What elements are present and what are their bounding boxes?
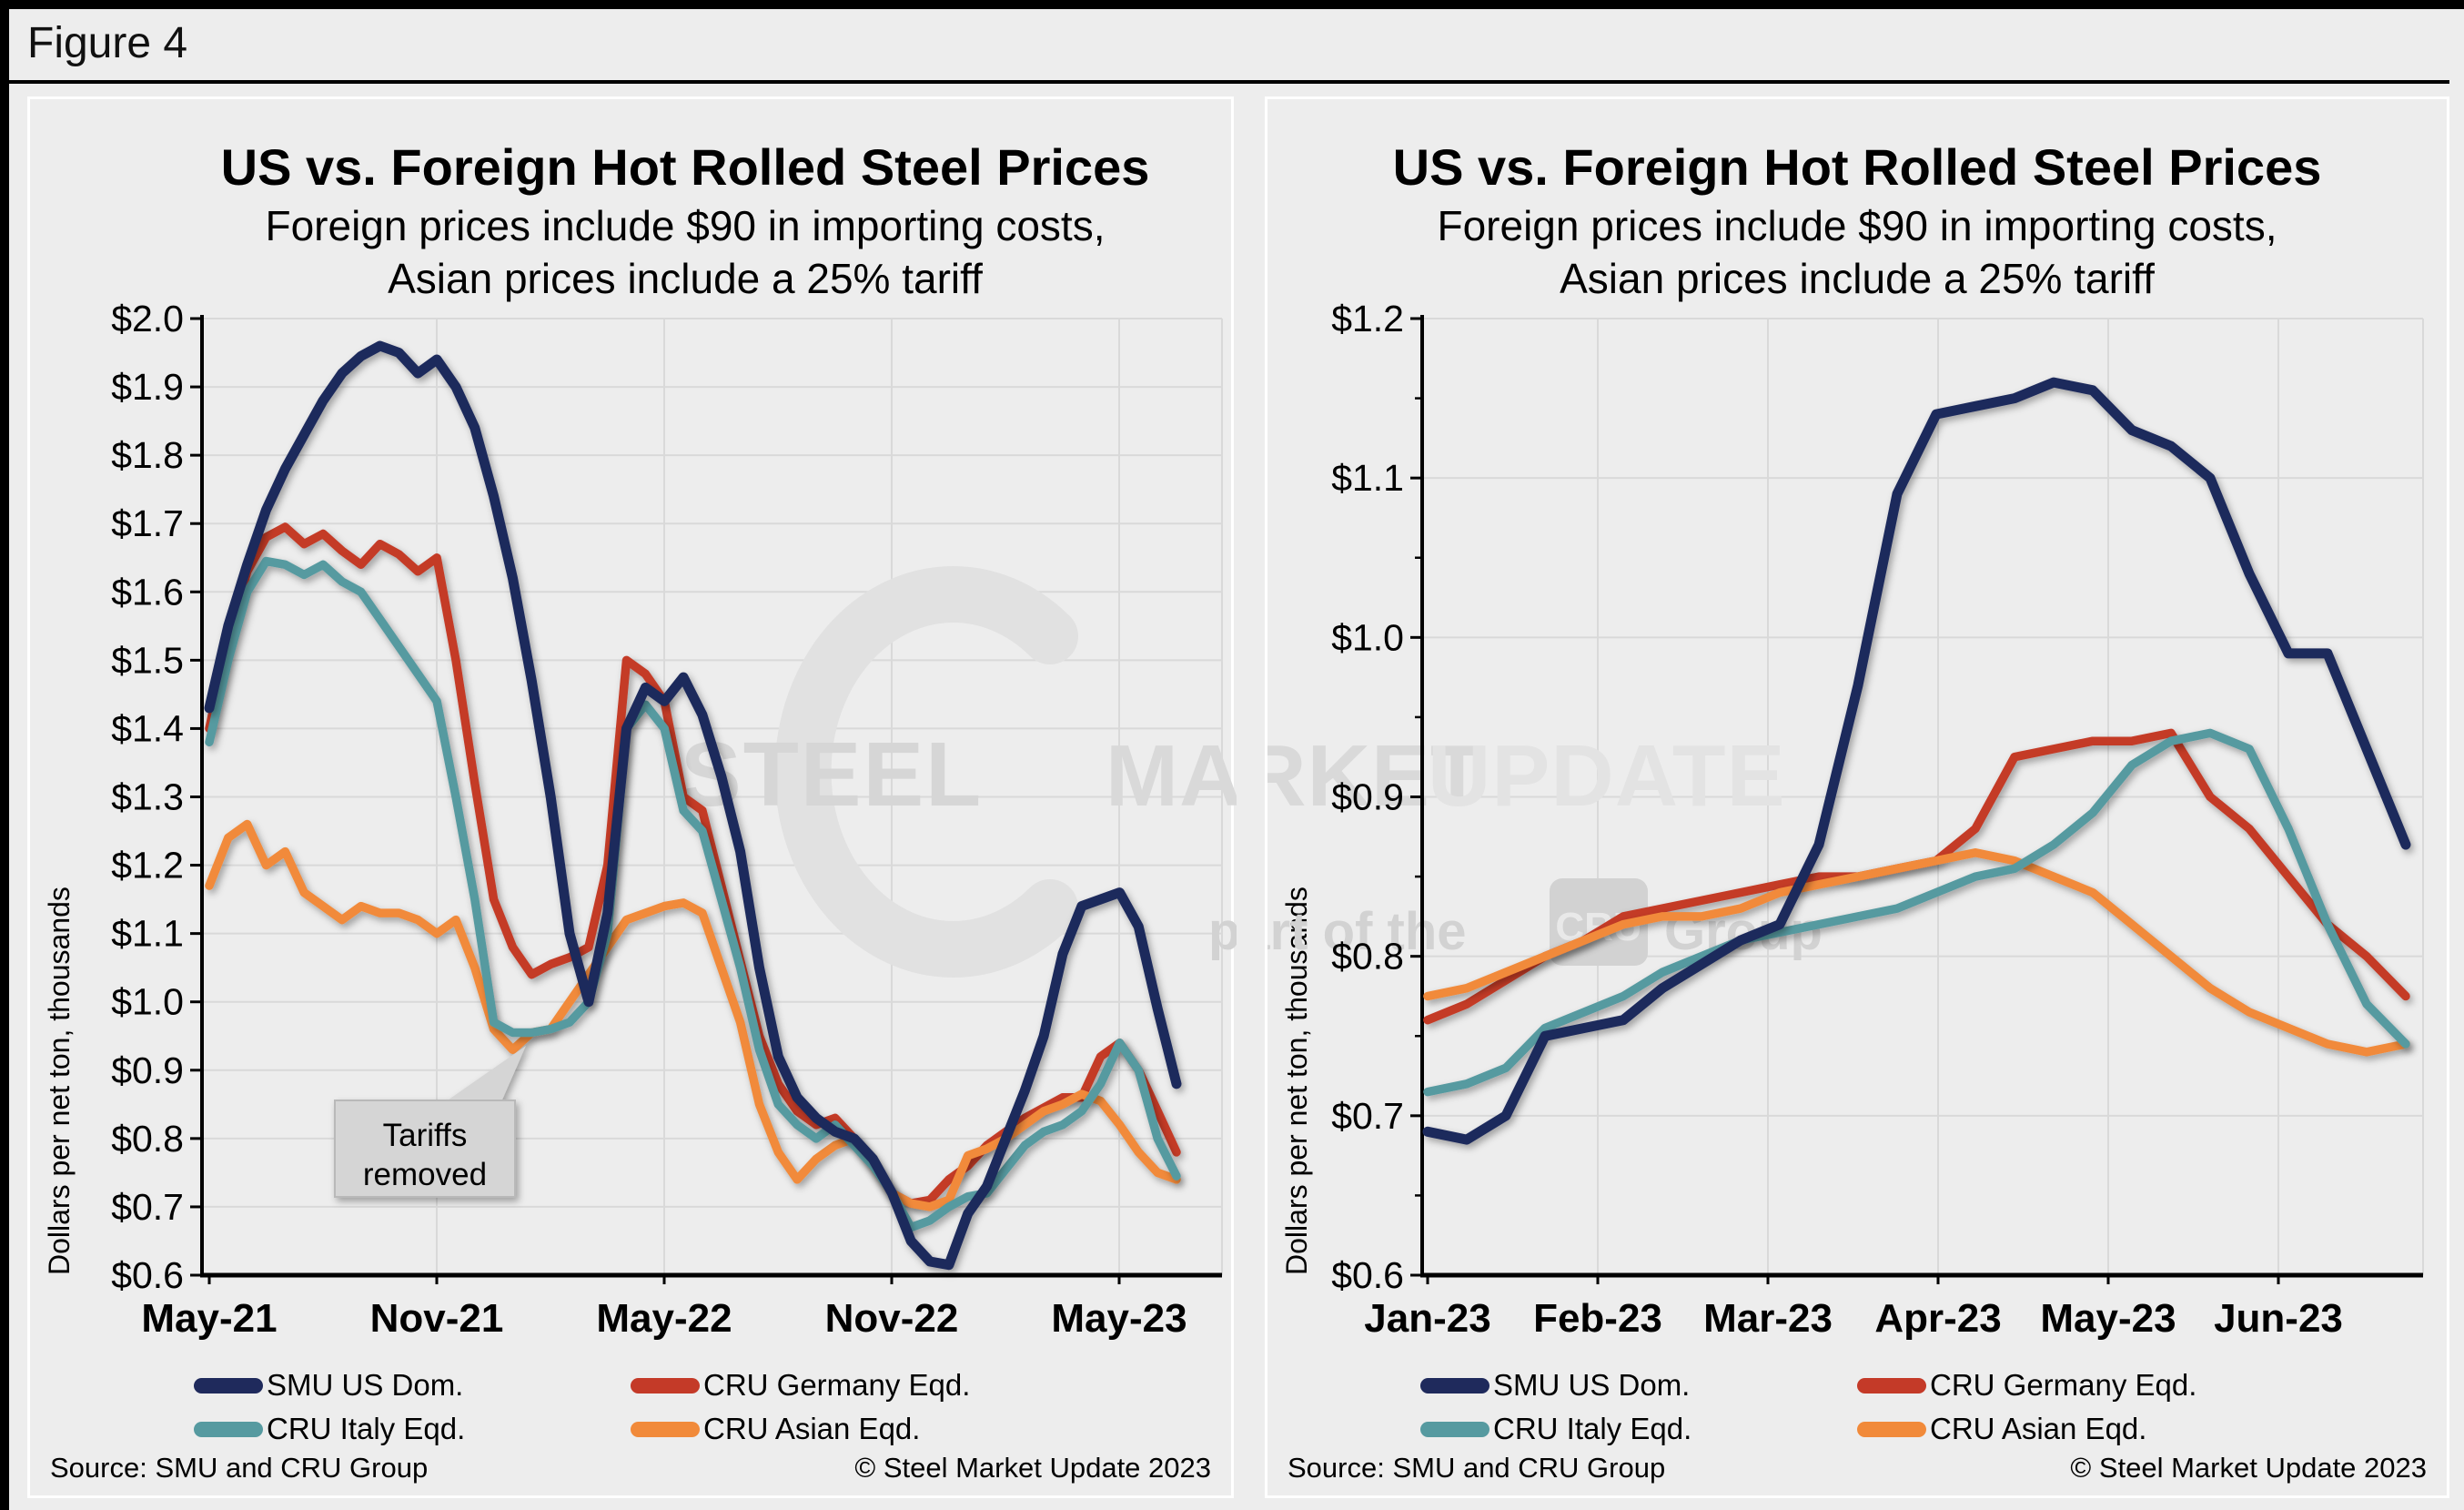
copyright-text: © Steel Market Update 2023 — [854, 1452, 1211, 1484]
y-tick-label: $0.8 — [111, 1118, 184, 1160]
chart-legend: SMU US Dom. CRU Germany Eqd. CRU Italy E… — [30, 1368, 1231, 1455]
y-tick-label: $1.2 — [111, 845, 184, 887]
x-tick-label: May-23 — [2040, 1296, 2176, 1341]
legend-row-2: CRU Italy Eqd. CRU Asian Eqd. — [1267, 1412, 2447, 1446]
legend-item-cru-germany: CRU Germany Eqd. — [631, 1368, 1067, 1403]
legend-swatch-cru-germany — [1857, 1377, 1926, 1393]
legend-label-cru-italy: CRU Italy Eqd. — [1493, 1412, 1692, 1445]
annotation-text-line1: Tariffs — [383, 1118, 468, 1153]
legend-swatch-cru-asian — [631, 1421, 700, 1437]
y-tick-label: $1.2 — [1331, 298, 1404, 339]
legend-swatch-smu-us-dom — [194, 1377, 263, 1393]
x-tick-label: May-21 — [141, 1296, 277, 1341]
legend-swatch-smu-us-dom — [1420, 1377, 1490, 1393]
chart-subtitle-line2: Asian prices include a 25% tariff — [388, 255, 983, 302]
y-tick-label: $1.5 — [111, 639, 184, 681]
y-tick-label: $1.0 — [111, 981, 184, 1023]
chart-panel-right: US vs. Foreign Hot Rolled Steel Prices F… — [1265, 96, 2449, 1498]
legend-label-cru-germany: CRU Germany Eqd. — [1930, 1368, 2197, 1402]
source-text: Source: SMU and CRU Group — [50, 1452, 429, 1484]
y-tick-label: $0.9 — [111, 1049, 184, 1091]
legend-swatch-cru-germany — [631, 1377, 700, 1393]
series-line-cru-italy-eqd- — [205, 556, 1181, 1232]
chart-title: US vs. Foreign Hot Rolled Steel Prices — [220, 138, 1150, 196]
series-line-cru-asian-eqd- — [1423, 848, 2410, 1057]
figure-label: Figure 4 — [27, 19, 188, 67]
x-tick-label: Jan-23 — [1364, 1296, 1490, 1341]
y-tick-label: $1.8 — [111, 434, 184, 476]
legend-row-2: CRU Italy Eqd. CRU Asian Eqd. — [30, 1412, 1231, 1446]
y-tick-label: $1.0 — [1331, 616, 1404, 658]
x-tick-label: Feb-23 — [1533, 1296, 1662, 1341]
y-tick-label: $1.9 — [111, 366, 184, 408]
legend-swatch-cru-italy — [1420, 1421, 1490, 1437]
legend-item-smu-us-dom: SMU US Dom. — [194, 1368, 631, 1403]
watermark-brand-market: MARKET — [1106, 727, 1237, 825]
legend-swatch-cru-asian — [1857, 1421, 1926, 1437]
series-line-cru-italy-eqd- — [1423, 728, 2410, 1097]
series-line-cru-asian-eqd- — [205, 819, 1181, 1211]
legend-row-1: SMU US Dom. CRU Germany Eqd. — [1267, 1368, 2447, 1403]
y-tick-label: $1.7 — [111, 502, 184, 544]
copyright-text: © Steel Market Update 2023 — [2070, 1452, 2427, 1484]
y-tick-label: $2.0 — [111, 298, 184, 339]
legend-item-cru-germany: CRU Germany Eqd. — [1857, 1368, 2294, 1403]
y-tick-label: $1.1 — [111, 913, 184, 955]
source-text: Source: SMU and CRU Group — [1288, 1452, 1666, 1484]
y-tick-label: $1.4 — [111, 707, 184, 749]
legend-label-smu-us-dom: SMU US Dom. — [1493, 1368, 1691, 1402]
annotation-text-line2: removed — [363, 1157, 487, 1192]
source-row: Source: SMU and CRU Group © Steel Market… — [30, 1452, 1231, 1485]
legend-label-cru-asian: CRU Asian Eqd. — [1930, 1412, 2147, 1445]
right-chart-plot: STEELMARKETUPDATEpart of theCRUGroup$0.6… — [1267, 298, 2424, 1341]
y-tick-label: $0.8 — [1331, 936, 1404, 978]
legend-item-cru-italy: CRU Italy Eqd. — [1420, 1412, 1857, 1446]
chart-subtitle-line1: Foreign prices include $90 in importing … — [1437, 202, 2277, 249]
x-tick-label: Nov-22 — [825, 1296, 959, 1341]
y-tick-label: $0.6 — [1331, 1254, 1404, 1296]
series-line-smu-us-dom- — [204, 340, 1182, 1271]
y-tick-label: $0.9 — [1331, 776, 1404, 818]
y-tick-label: $1.1 — [1331, 457, 1404, 499]
legend-item-smu-us-dom: SMU US Dom. — [1420, 1368, 1857, 1403]
x-tick-label: Apr-23 — [1874, 1296, 2001, 1341]
chart-title: US vs. Foreign Hot Rolled Steel Prices — [1392, 138, 2322, 196]
annotation-box — [334, 1100, 516, 1198]
legend-item-cru-asian: CRU Asian Eqd. — [631, 1412, 1067, 1446]
y-tick-label: $0.7 — [111, 1186, 184, 1228]
legend-label-cru-germany: CRU Germany Eqd. — [703, 1368, 971, 1402]
y-tick-label: $0.7 — [1331, 1095, 1404, 1137]
legend-item-cru-italy: CRU Italy Eqd. — [194, 1412, 631, 1446]
chart-panel-left: US vs. Foreign Hot Rolled Steel Prices F… — [27, 96, 1237, 1498]
x-tick-label: Jun-23 — [2214, 1296, 2343, 1341]
top-black-edge — [0, 0, 2464, 9]
left-black-edge — [0, 0, 9, 1510]
legend-label-cru-asian: CRU Asian Eqd. — [703, 1412, 921, 1445]
y-tick-label: $1.3 — [111, 776, 184, 818]
x-tick-label: Nov-21 — [370, 1296, 504, 1341]
legend-swatch-cru-italy — [194, 1421, 263, 1437]
chart-subtitle-line2: Asian prices include a 25% tariff — [1560, 255, 2155, 302]
annotation-callout: Tariffs removed — [334, 1046, 526, 1198]
source-row: Source: SMU and CRU Group © Steel Market… — [1267, 1452, 2447, 1485]
legend-label-cru-italy: CRU Italy Eqd. — [267, 1412, 466, 1445]
y-tick-label: $1.6 — [111, 571, 184, 613]
figure-title-rule — [9, 80, 2449, 84]
legend-item-cru-asian: CRU Asian Eqd. — [1857, 1412, 2294, 1446]
legend-row-1: SMU US Dom. CRU Germany Eqd. — [30, 1368, 1231, 1403]
chart-subtitle-line1: Foreign prices include $90 in importing … — [265, 202, 1106, 249]
watermark-brand-update: UPDATE — [1428, 727, 1786, 825]
legend-label-smu-us-dom: SMU US Dom. — [267, 1368, 464, 1402]
watermark-crescent-icon — [774, 566, 1078, 978]
x-tick-label: May-22 — [596, 1296, 732, 1341]
annotation-pointer — [439, 1046, 526, 1106]
x-tick-label: May-23 — [1051, 1296, 1187, 1341]
y-tick-label: $0.6 — [111, 1254, 184, 1296]
x-tick-label: Mar-23 — [1703, 1296, 1833, 1341]
series-line-smu-us-dom- — [1422, 377, 2411, 1145]
chart-legend: SMU US Dom. CRU Germany Eqd. CRU Italy E… — [1267, 1368, 2447, 1455]
